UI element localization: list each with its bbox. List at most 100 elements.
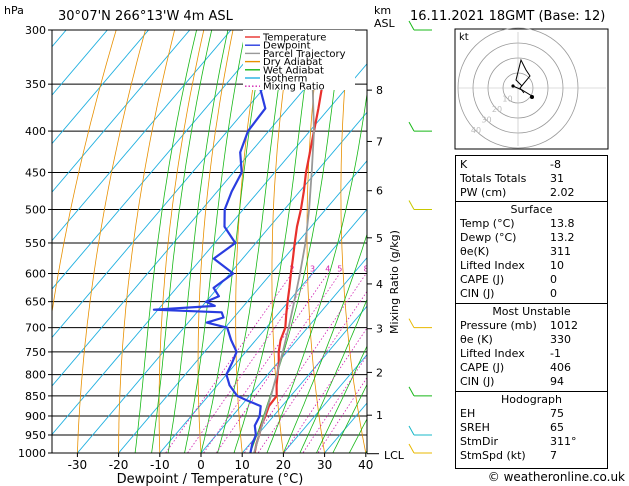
most-unstable-title: Most Unstable [492, 305, 571, 318]
mixing-ratio-label: 8 [364, 265, 369, 274]
mixing-ratio-axis-label: Mixing Ratio (g/kg) [388, 230, 401, 334]
legend-label: Dry Adiabat [263, 57, 322, 68]
wet-adiabat [316, 345, 367, 453]
index-value: 330 [550, 333, 571, 346]
dry-adiabat [76, 30, 146, 453]
pressure-tick-label: 350 [25, 78, 46, 91]
pressure-tick-label: 900 [25, 410, 46, 423]
height-unit-km: km [374, 4, 391, 17]
plot-frame [51, 29, 368, 454]
x-axis-label: Dewpoint / Temperature (°C) [117, 472, 304, 486]
wet-adiabat [299, 298, 367, 453]
index-label: PW (cm) [460, 186, 507, 199]
datetime-title: 16.11.2021 18GMT (Base: 12) [410, 9, 605, 24]
wet-adiabat [332, 383, 367, 453]
index-value: 31 [550, 172, 564, 185]
mixing-ratio-line [243, 273, 367, 453]
pressure-tick-label: 650 [25, 296, 46, 309]
pressure-tick-label: 300 [25, 24, 46, 37]
index-label: CAPE (J) [460, 361, 505, 374]
legend-label: Mixing Ratio [263, 82, 325, 93]
copyright: © weatheronline.co.uk [487, 470, 625, 484]
index-label: EH [460, 407, 476, 420]
pressure-tick-label: 500 [25, 203, 46, 216]
temperature-tick-label: 0 [197, 458, 205, 472]
index-label: Lifted Index [460, 259, 525, 272]
height-tick-label: 7 [376, 135, 383, 148]
index-value: -8 [550, 158, 561, 171]
legend-label: Isotherm [263, 74, 307, 85]
wind-barbs [408, 20, 432, 454]
profile-parcel-trajectory [253, 30, 315, 453]
wet-adiabat [266, 91, 367, 453]
wind-barb-flag [408, 386, 415, 397]
wind-barb-flag [408, 200, 415, 210]
dry-adiabat [610, 6, 629, 470]
hodograph-trace [515, 58, 531, 94]
isotherm [159, 208, 367, 453]
hodograph-frame [454, 28, 609, 150]
isotherm [52, 30, 273, 290]
index-value: 0 [550, 287, 557, 300]
index-label: Totals Totals [460, 172, 527, 185]
isotherm [282, 353, 367, 453]
hodograph-ring-label: 10 [502, 95, 512, 104]
index-value: 10 [550, 259, 564, 272]
index-value: 406 [550, 361, 571, 374]
temperature-tick-label: 20 [276, 458, 291, 472]
pressure-tick-label: 550 [25, 237, 46, 250]
index-value: 0 [550, 273, 557, 286]
index-value: 7 [550, 449, 557, 462]
index-label: Dewp (°C) [460, 231, 517, 244]
mixing-ratio-line [203, 273, 329, 453]
hodograph-ring-label: 30 [481, 116, 491, 125]
profile-temperature [253, 30, 336, 453]
divider [456, 201, 607, 202]
dry-adiabat [118, 30, 176, 453]
wet-adiabat [217, 30, 288, 453]
index-value: 13.8 [550, 217, 575, 230]
mixing-ratio-line [187, 273, 313, 453]
height-tick-label: 3 [376, 323, 383, 336]
index-value: 65 [550, 421, 564, 434]
legend-box [243, 30, 355, 90]
pressure-tick-label: 1000 [18, 447, 46, 460]
wind-barb-flag [408, 121, 415, 132]
dry-adiabat [406, 6, 453, 470]
isotherm [241, 305, 367, 453]
height-tick-label: 8 [376, 84, 383, 97]
index-value: 311° [550, 435, 577, 448]
isotherm [52, 30, 232, 242]
profile-dewpoint [152, 30, 272, 453]
wind-barb-flag [408, 425, 415, 436]
hodograph-unit: kt [459, 32, 469, 43]
wind-barb-flag [408, 443, 415, 454]
pressure-tick-label: 800 [25, 369, 46, 382]
mixing-ratio-label: 5 [337, 265, 342, 274]
legend-label: Parcel Trajectory [263, 49, 346, 60]
mixing-ratio-line [283, 327, 367, 453]
wet-adiabat [167, 30, 229, 453]
pressure-tick-label: 600 [25, 268, 46, 281]
temperature-tick-label: 40 [358, 458, 373, 472]
hodograph-ring-label: 20 [492, 105, 502, 114]
isotherm [52, 30, 108, 96]
profile-lines [152, 30, 336, 453]
temperature-tick-label: -10 [150, 458, 170, 472]
mixing-ratio-label: 25 [430, 265, 440, 274]
mixing-ratio-label: 3 [310, 265, 315, 274]
temperature-tick-label: 10 [235, 458, 250, 472]
pressure-tick-label: 450 [25, 166, 46, 179]
index-value: 2.02 [550, 186, 575, 199]
index-label: CIN (J) [460, 287, 495, 300]
wind-barb-flag [408, 20, 415, 31]
mixing-ratio-label: 4 [325, 265, 330, 274]
wet-adiabat [283, 232, 367, 453]
height-tick-label: 6 [376, 185, 383, 198]
temperature-tick-label: 30 [317, 458, 332, 472]
legend-label: Wet Adiabat [263, 65, 324, 76]
wet-adiabat [250, 30, 343, 453]
mixing-ratio-line [165, 273, 293, 453]
dry-adiabat [197, 30, 234, 453]
